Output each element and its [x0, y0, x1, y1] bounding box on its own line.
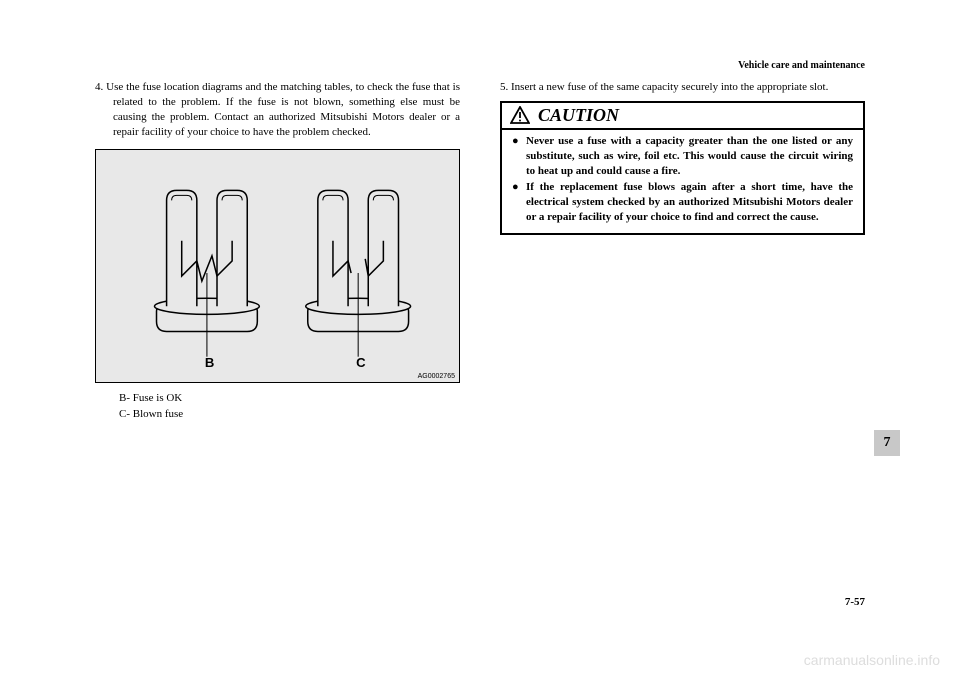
diagram-id: AG0002765: [418, 373, 455, 380]
caution-item-2: If the replacement fuse blows again afte…: [512, 180, 853, 225]
left-column: 4. Use the fuse location diagrams and th…: [95, 80, 460, 422]
section-tab: 7: [874, 430, 900, 456]
diagram-label-b: B: [205, 355, 214, 370]
step-4-text: 4. Use the fuse location diagrams and th…: [113, 80, 460, 139]
legend-c: C- Blown fuse: [119, 407, 460, 422]
page-number: 7-57: [845, 596, 865, 608]
fuse-diagram: B C AG0002765: [95, 149, 460, 383]
caution-box: CAUTION Never use a fuse with a capacity…: [500, 101, 865, 235]
diagram-label-c: C: [356, 355, 366, 370]
caution-body: Never use a fuse with a capacity greater…: [502, 130, 863, 233]
diagram-legend: B- Fuse is OK C- Blown fuse: [119, 391, 460, 422]
legend-b: B- Fuse is OK: [119, 391, 460, 406]
right-column: 5. Insert a new fuse of the same capacit…: [500, 80, 865, 422]
section-header: Vehicle care and maintenance: [738, 60, 865, 71]
caution-item-1: Never use a fuse with a capacity greater…: [512, 134, 853, 179]
watermark: carmanualsonline.info: [804, 652, 940, 668]
warning-icon: [510, 106, 530, 124]
step-5-text: 5. Insert a new fuse of the same capacit…: [518, 80, 865, 95]
caution-header: CAUTION: [502, 103, 863, 130]
caution-title: CAUTION: [538, 105, 619, 126]
fuse-illustration: B C: [96, 150, 459, 382]
